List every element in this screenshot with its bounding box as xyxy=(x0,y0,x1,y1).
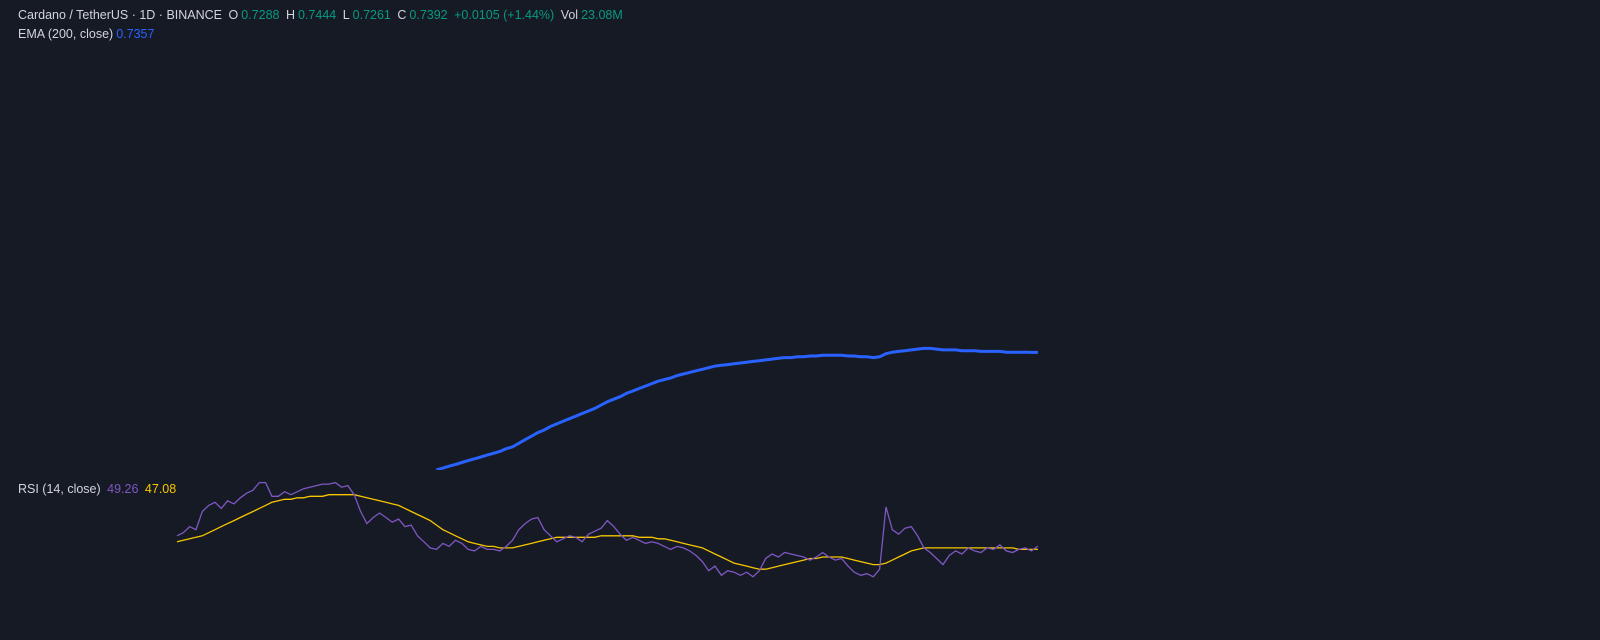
open-label: O xyxy=(228,8,239,22)
rsi-ma-line xyxy=(176,494,1038,570)
rsi-ma-value: 47.08 xyxy=(144,482,177,496)
close-value: 0.7392 xyxy=(409,8,448,22)
ema-value: 0.7357 xyxy=(116,27,155,41)
change: +0.0105 (+1.44%) xyxy=(454,8,555,22)
ema-label: EMA (200, close) xyxy=(18,27,114,41)
ema-header: EMA (200, close) 0.7357 xyxy=(18,27,157,41)
rsi-line xyxy=(176,481,1039,578)
symbol-header: Cardano / TetherUS · 1D · BINANCE O 0.728… xyxy=(18,8,626,22)
close-label: C xyxy=(397,8,407,22)
high-value: 0.7444 xyxy=(297,8,337,22)
ema-line xyxy=(436,346,1038,470)
rsi-value: 49.26 xyxy=(107,482,139,496)
low-value: 0.7261 xyxy=(352,8,391,22)
low-label: L xyxy=(342,8,350,22)
volume-label: Vol xyxy=(560,8,579,22)
rsi-header: RSI (14, close) 49.26 47.08 xyxy=(18,482,179,496)
symbol: Cardano / TetherUS · 1D · BINANCE xyxy=(18,8,223,22)
high-label: H xyxy=(285,8,295,22)
open-value: 0.7288 xyxy=(241,8,280,22)
rsi-label: RSI (14, close) xyxy=(18,482,101,496)
volume: 23.08M xyxy=(581,8,623,22)
